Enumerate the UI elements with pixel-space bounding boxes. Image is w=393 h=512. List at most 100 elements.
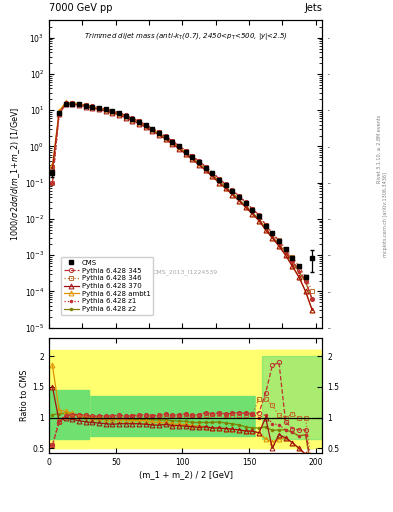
Pythia 6.428 z2 bbox=[310, 296, 315, 303]
Pythia 6.428 z2 bbox=[257, 216, 261, 222]
Pythia 6.428 370 bbox=[270, 235, 275, 241]
Pythia 6.428 ambt1 bbox=[203, 167, 208, 174]
Pythia 6.428 346 bbox=[103, 106, 108, 113]
Pythia 6.428 345 bbox=[257, 212, 261, 218]
Pythia 6.428 345 bbox=[190, 153, 195, 159]
Pythia 6.428 ambt1 bbox=[290, 263, 295, 269]
Pythia 6.428 z2 bbox=[223, 184, 228, 190]
Pythia 6.428 346 bbox=[90, 103, 95, 110]
Pythia 6.428 z1 bbox=[230, 187, 235, 194]
Pythia 6.428 346 bbox=[163, 134, 168, 140]
Text: Rivet 3.1.10, ≥ 2.8M events: Rivet 3.1.10, ≥ 2.8M events bbox=[377, 114, 382, 183]
Pythia 6.428 z2 bbox=[217, 178, 221, 184]
Pythia 6.428 346 bbox=[217, 176, 221, 182]
Pythia 6.428 z2 bbox=[97, 105, 101, 112]
Pythia 6.428 345 bbox=[170, 138, 175, 144]
Pythia 6.428 345 bbox=[297, 267, 301, 273]
Pythia 6.428 370 bbox=[143, 124, 148, 130]
Pythia 6.428 370 bbox=[250, 210, 255, 217]
Pythia 6.428 z1 bbox=[283, 249, 288, 255]
Pythia 6.428 346 bbox=[237, 194, 241, 200]
Pythia 6.428 z2 bbox=[250, 209, 255, 216]
Pythia 6.428 ambt1 bbox=[50, 162, 55, 168]
Pythia 6.428 370 bbox=[103, 108, 108, 114]
Pythia 6.428 346 bbox=[196, 159, 201, 165]
Pythia 6.428 z1 bbox=[63, 100, 68, 106]
Pythia 6.428 370 bbox=[177, 145, 182, 152]
Pythia 6.428 z1 bbox=[117, 110, 121, 116]
Pythia 6.428 ambt1 bbox=[210, 173, 215, 179]
Pythia 6.428 345 bbox=[103, 106, 108, 112]
Pythia 6.428 345 bbox=[250, 206, 255, 212]
Pythia 6.428 ambt1 bbox=[130, 117, 135, 123]
Pythia 6.428 346 bbox=[110, 108, 115, 114]
Pythia 6.428 z1 bbox=[103, 106, 108, 112]
Pythia 6.428 370 bbox=[70, 101, 75, 108]
Pythia 6.428 ambt1 bbox=[310, 307, 315, 313]
Pythia 6.428 ambt1 bbox=[297, 274, 301, 280]
Pythia 6.428 345 bbox=[263, 222, 268, 228]
Pythia 6.428 z2 bbox=[70, 100, 75, 106]
Pythia 6.428 346 bbox=[310, 288, 315, 294]
Pythia 6.428 370 bbox=[230, 191, 235, 198]
Pythia 6.428 345 bbox=[117, 110, 121, 116]
Pythia 6.428 370 bbox=[163, 136, 168, 142]
Pythia 6.428 z2 bbox=[77, 101, 81, 107]
Pythia 6.428 345 bbox=[110, 108, 115, 114]
Line: Pythia 6.428 346: Pythia 6.428 346 bbox=[50, 101, 314, 293]
Pythia 6.428 345 bbox=[290, 258, 295, 264]
Pythia 6.428 370 bbox=[57, 111, 61, 117]
Pythia 6.428 345 bbox=[83, 102, 88, 108]
Pythia 6.428 z2 bbox=[163, 135, 168, 141]
Pythia 6.428 370 bbox=[170, 141, 175, 147]
Pythia 6.428 z1 bbox=[130, 115, 135, 121]
Pythia 6.428 z2 bbox=[103, 107, 108, 113]
Pythia 6.428 ambt1 bbox=[170, 140, 175, 146]
Pythia 6.428 346 bbox=[184, 148, 188, 154]
Pythia 6.428 346 bbox=[150, 126, 155, 132]
Pythia 6.428 ambt1 bbox=[77, 101, 81, 107]
Pythia 6.428 346 bbox=[70, 100, 75, 106]
Pythia 6.428 ambt1 bbox=[196, 161, 201, 167]
Pythia 6.428 345 bbox=[150, 125, 155, 132]
X-axis label: (m_1 + m_2) / 2 [GeV]: (m_1 + m_2) / 2 [GeV] bbox=[139, 470, 233, 479]
Pythia 6.428 z1 bbox=[277, 240, 281, 246]
Pythia 6.428 z2 bbox=[184, 150, 188, 156]
Pythia 6.428 z1 bbox=[170, 138, 175, 144]
Pythia 6.428 346 bbox=[143, 122, 148, 128]
Text: 7000 GeV pp: 7000 GeV pp bbox=[49, 3, 113, 13]
Pythia 6.428 ambt1 bbox=[217, 180, 221, 186]
Pythia 6.428 z2 bbox=[203, 166, 208, 172]
Pythia 6.428 z1 bbox=[57, 110, 61, 116]
Pythia 6.428 370 bbox=[243, 204, 248, 210]
Pythia 6.428 z2 bbox=[277, 241, 281, 247]
Pythia 6.428 370 bbox=[303, 288, 308, 294]
Pythia 6.428 370 bbox=[137, 120, 141, 126]
Pythia 6.428 370 bbox=[277, 243, 281, 249]
Pythia 6.428 345 bbox=[157, 129, 162, 135]
Pythia 6.428 z1 bbox=[250, 206, 255, 212]
Pythia 6.428 z2 bbox=[143, 123, 148, 129]
Pythia 6.428 346 bbox=[177, 143, 182, 149]
Pythia 6.428 345 bbox=[97, 104, 101, 111]
Pythia 6.428 345 bbox=[50, 180, 55, 186]
Pythia 6.428 345 bbox=[184, 148, 188, 154]
Pythia 6.428 345 bbox=[243, 199, 248, 205]
Pythia 6.428 345 bbox=[143, 121, 148, 127]
Pythia 6.428 370 bbox=[196, 162, 201, 168]
Pythia 6.428 ambt1 bbox=[70, 100, 75, 106]
Pythia 6.428 346 bbox=[50, 180, 55, 186]
Pythia 6.428 346 bbox=[57, 111, 61, 117]
Y-axis label: Ratio to CMS: Ratio to CMS bbox=[20, 370, 29, 421]
Pythia 6.428 z1 bbox=[157, 129, 162, 135]
Pythia 6.428 z1 bbox=[303, 279, 308, 285]
Pythia 6.428 ambt1 bbox=[184, 151, 188, 157]
Pythia 6.428 345 bbox=[270, 230, 275, 237]
Pythia 6.428 z2 bbox=[237, 196, 241, 202]
Pythia 6.428 345 bbox=[310, 296, 315, 303]
Pythia 6.428 346 bbox=[203, 164, 208, 170]
Pythia 6.428 ambt1 bbox=[117, 111, 121, 117]
Pythia 6.428 ambt1 bbox=[283, 252, 288, 258]
Line: Pythia 6.428 ambt1: Pythia 6.428 ambt1 bbox=[50, 100, 315, 313]
Pythia 6.428 z2 bbox=[297, 269, 301, 275]
